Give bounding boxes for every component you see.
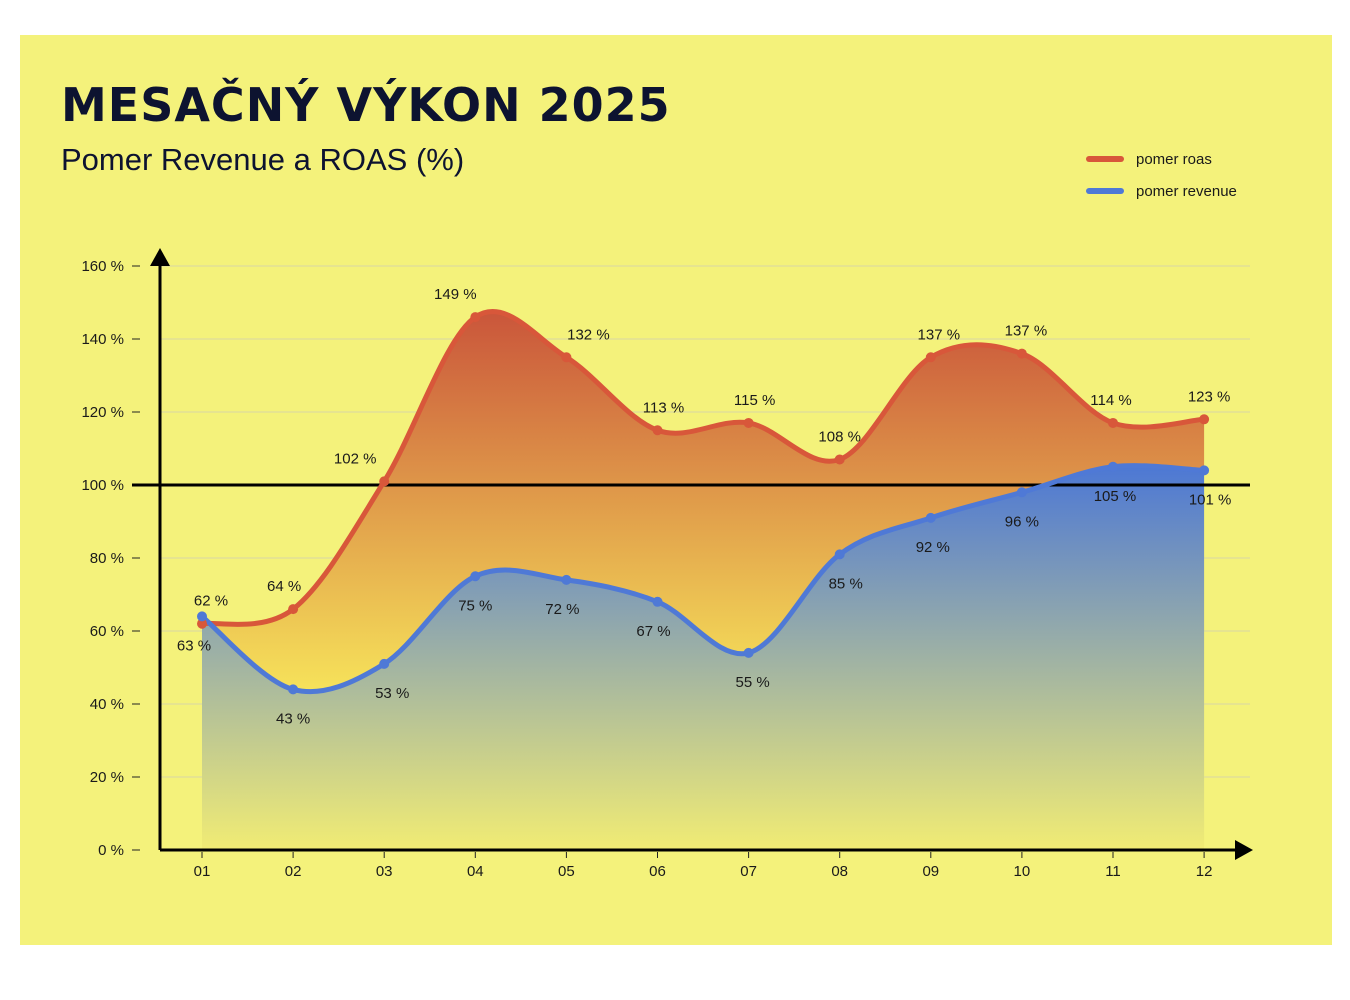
legend-item-roas[interactable]: pomer roas (1086, 143, 1237, 175)
revenue-data-label: 63 % (177, 637, 211, 654)
y-tick-label: 40 % (90, 696, 124, 713)
chart-legend: pomer roas pomer revenue (1086, 143, 1237, 207)
roas-data-label: 113 % (643, 399, 684, 416)
y-tick-label: 100 % (81, 477, 124, 494)
y-axis-arrow (150, 248, 170, 266)
x-tick-label: 07 (740, 863, 757, 880)
legend-swatch-revenue (1086, 188, 1124, 194)
y-tick-label: 80 % (90, 550, 124, 567)
x-tick-label: 05 (558, 863, 575, 880)
revenue-data-label: 96 % (1005, 513, 1039, 530)
roas-data-label: 123 % (1188, 388, 1231, 405)
roas-point (1108, 417, 1118, 428)
roas-point (652, 425, 663, 436)
roas-data-label: 108 % (818, 428, 861, 445)
roas-point (379, 476, 390, 487)
x-axis-arrow (1235, 840, 1253, 860)
x-tick-label: 03 (376, 863, 393, 880)
x-tick-label: 02 (285, 863, 302, 880)
revenue-point (561, 574, 572, 585)
roas-point (834, 454, 845, 465)
y-tick-label: 160 % (81, 258, 124, 275)
revenue-point (1108, 461, 1118, 472)
roas-data-label: 137 % (1005, 323, 1048, 340)
roas-data-label: 137 % (918, 326, 961, 343)
roas-data-label: 102 % (334, 450, 377, 467)
revenue-data-label: 101 % (1189, 491, 1232, 508)
revenue-data-label: 53 % (375, 685, 409, 702)
revenue-point (379, 658, 390, 669)
legend-label-roas: pomer roas (1136, 150, 1212, 168)
x-tick-label: 01 (194, 863, 211, 880)
y-tick-label: 60 % (90, 623, 124, 640)
revenue-data-label: 85 % (829, 575, 863, 592)
roas-data-label: 115 % (734, 392, 775, 409)
y-tick-label: 140 % (81, 331, 124, 348)
roas-point (1016, 348, 1027, 359)
revenue-point (1199, 465, 1210, 476)
revenue-point (925, 512, 936, 523)
revenue-data-label: 67 % (636, 623, 670, 640)
x-tick-label: 06 (649, 863, 666, 880)
x-tick-label: 10 (1014, 863, 1031, 880)
revenue-point (288, 684, 299, 695)
x-tick-label: 09 (922, 863, 939, 880)
revenue-data-label: 72 % (545, 601, 579, 618)
revenue-point (197, 611, 207, 622)
roas-data-label: 64 % (267, 578, 301, 595)
revenue-area (202, 465, 1205, 850)
roas-data-label: 149 % (434, 286, 477, 303)
revenue-data-label: 75 % (458, 597, 492, 614)
y-tick-label: 0 % (98, 842, 124, 859)
roas-point (561, 352, 572, 363)
x-tick-label: 08 (831, 863, 848, 880)
chart-title: MESAČNÝ VÝKON 2025 (61, 78, 671, 132)
revenue-point (834, 549, 845, 560)
revenue-data-label: 105 % (1094, 488, 1137, 505)
legend-label-revenue: pomer revenue (1136, 182, 1237, 200)
y-tick-label: 20 % (90, 769, 124, 786)
x-tick-label: 04 (467, 863, 484, 880)
roas-point (288, 604, 299, 615)
roas-data-label: 62 % (194, 593, 228, 610)
roas-point (743, 417, 754, 428)
x-tick-label: 11 (1105, 863, 1121, 880)
y-tick-label: 120 % (81, 404, 124, 421)
revenue-data-label: 92 % (916, 539, 950, 556)
roas-point (470, 312, 481, 323)
revenue-point (652, 596, 663, 607)
revenue-data-label: 43 % (276, 710, 310, 727)
roas-area (202, 311, 1205, 692)
roas-point (925, 352, 936, 363)
revenue-point (743, 647, 754, 658)
revenue-point (470, 571, 481, 582)
chart-subtitle: Pomer Revenue a ROAS (%) (61, 142, 465, 177)
roas-point (197, 618, 207, 629)
revenue-point (1016, 487, 1027, 498)
legend-swatch-roas (1086, 156, 1124, 162)
legend-item-revenue[interactable]: pomer revenue (1086, 175, 1237, 207)
roas-data-label: 114 % (1090, 392, 1131, 409)
roas-data-label: 132 % (567, 326, 610, 343)
x-tick-label: 12 (1196, 863, 1213, 880)
roas-point (1199, 414, 1210, 425)
revenue-data-label: 55 % (735, 674, 769, 691)
